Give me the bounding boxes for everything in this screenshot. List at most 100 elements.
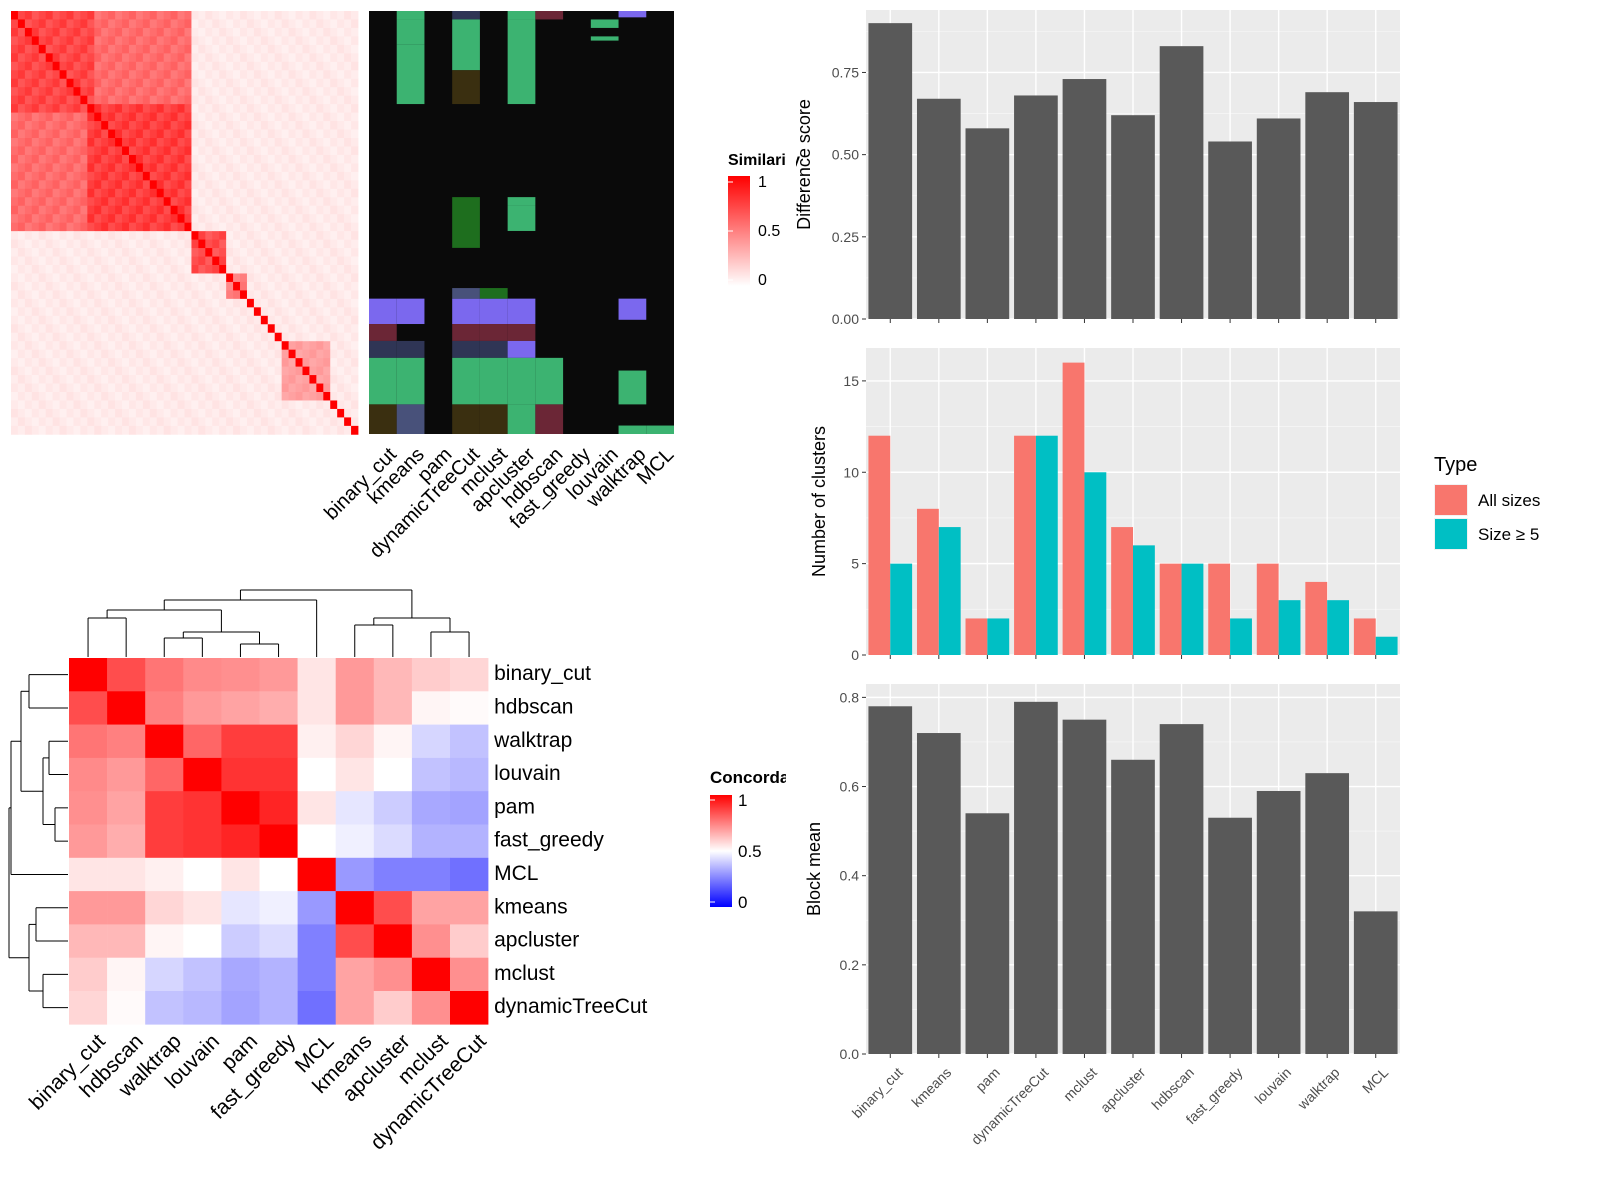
similarity-cell [31,383,40,393]
similarity-cell [128,265,137,274]
similarity-cell [191,163,199,173]
similarity-cell [80,112,88,122]
similarity-cell [288,400,296,410]
similarity-cell [344,298,352,308]
similarity-cell [344,146,352,156]
similarity-cell [24,408,33,418]
similarity-cell [135,231,144,241]
similarity-cell [170,197,178,207]
similarity-cell [156,341,165,351]
similarity-cell [52,146,60,156]
concordance-cell [183,857,222,892]
similarity-cell [24,163,33,173]
similarity-cell [198,171,206,181]
similarity-cell [52,425,60,435]
similarity-cell [11,121,19,130]
similarity-cell [351,27,359,37]
similarity-cell [205,222,213,232]
similarity-cell [267,366,276,376]
similarity-cell [115,154,123,164]
membership-cluster-block [396,298,425,325]
similarity-cell [24,27,33,37]
similarity-cell [184,315,192,325]
similarity-cell [240,36,248,46]
similarity-cell [191,188,199,198]
similarity-cell [94,307,102,317]
similarity-cell [45,366,54,376]
x-tick-label-walktrap: walktrap [1294,1064,1343,1113]
similarity-cell [177,163,185,173]
similarity-cell [253,19,262,29]
similarity-cell [122,358,130,368]
similarity-cell [177,239,185,249]
similarity-cell [59,349,67,359]
similarity-cell [337,87,345,97]
similarity-cell [17,392,26,401]
similarity-cell [351,392,359,401]
similarity-cell [198,315,206,325]
similarity-cell [11,95,19,105]
similarity-cell [233,231,241,241]
similarity-cell [246,383,255,393]
concordance-cell [411,691,451,725]
similarity-cell [52,112,60,122]
similarity-cell [177,307,185,317]
similarity-cell [156,290,165,300]
membership-cluster-block [507,11,536,20]
similarity-cell [219,324,227,334]
similarity-cell [274,290,283,300]
similarity-cell [351,256,359,266]
similarity-cell [149,383,158,393]
similarity-cell [351,44,359,54]
similarity-cell [31,332,40,342]
similarity-cell [295,239,303,249]
similarity-cell [316,307,324,317]
similarity-cell [101,315,109,325]
similarity-cell [226,180,234,190]
similarity-cell [323,324,331,334]
similarity-cell [212,408,220,418]
similarity-cell [267,315,276,325]
similarity-cell [309,231,317,241]
similarity-cell [344,27,352,37]
similarity-cell [122,265,130,274]
similarity-cell [156,358,165,368]
similarity-cell [351,19,359,29]
similarity-cell [288,70,296,80]
similarity-cell [233,197,241,207]
similarity-cell [240,188,248,198]
similarity-cell [337,112,345,122]
similarity-cell [351,349,359,359]
similarity-cell [163,239,172,249]
similarity-cell [59,273,67,283]
similarity-cell [135,70,144,80]
similarity-cell [281,298,289,308]
similarity-cell [330,265,338,274]
similarity-cell [24,180,33,190]
similarity-cell [337,290,345,300]
similarity-cell [128,171,137,181]
similarity-cell [205,188,213,198]
similarity-cell [198,95,206,105]
similarity-cell [309,265,317,274]
similarity-cell [80,104,88,114]
similarity-cell [344,383,352,393]
similarity-cell [281,231,289,241]
similarity-cell [281,171,289,181]
similarity-cell [31,392,40,401]
similarity-cell [149,205,158,215]
similarity-cell [323,112,331,122]
similarity-cell [260,349,269,359]
concordance-cell [221,891,260,925]
similarity-cell [66,358,74,368]
similarity-cell [31,290,40,300]
similarity-cell [163,121,172,130]
similarity-cell [38,188,47,198]
similarity-cell [351,358,359,368]
similarity-cell [295,400,303,410]
similarity-cell [66,290,74,300]
similarity-cell [240,408,248,418]
similarity-cell [226,44,234,54]
similarity-cell [66,188,74,198]
similarity-cell [73,121,81,130]
